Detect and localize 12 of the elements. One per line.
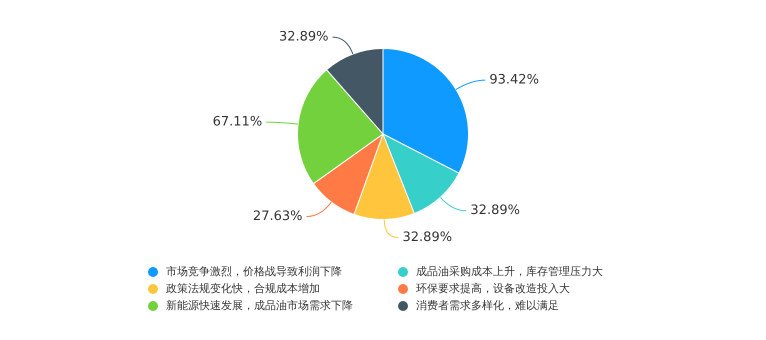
legend-label: 成品油采购成本上升，库存管理压力大 — [416, 264, 603, 279]
legend-label: 环保要求提高，设备改造投入大 — [416, 281, 570, 296]
data-label: 27.63% — [252, 208, 302, 224]
data-label: 93.42% — [489, 72, 539, 88]
legend-label: 新能源快速发展，成品油市场需求下降 — [166, 298, 353, 313]
legend-label: 政策法规变化快，合规成本增加 — [166, 281, 320, 296]
data-label: 32.89% — [402, 230, 452, 245]
data-label: 32.89% — [278, 30, 329, 45]
data-label: 32.89% — [470, 203, 520, 218]
legend-label: 市场竞争激烈，价格战导致利润下降 — [166, 264, 342, 279]
legend-label: 消费者需求多样化，难以满足 — [416, 298, 559, 313]
data-label: 67.11% — [212, 114, 262, 130]
